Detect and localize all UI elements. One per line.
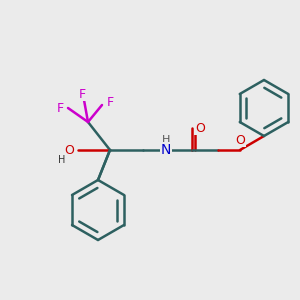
Text: O: O — [235, 134, 245, 146]
Text: N: N — [161, 143, 171, 157]
Text: O: O — [195, 122, 205, 134]
Text: O: O — [64, 143, 74, 157]
Text: H: H — [58, 155, 66, 165]
Text: H: H — [162, 135, 170, 145]
Text: F: F — [78, 88, 85, 100]
Text: F: F — [106, 95, 114, 109]
Text: F: F — [56, 101, 64, 115]
